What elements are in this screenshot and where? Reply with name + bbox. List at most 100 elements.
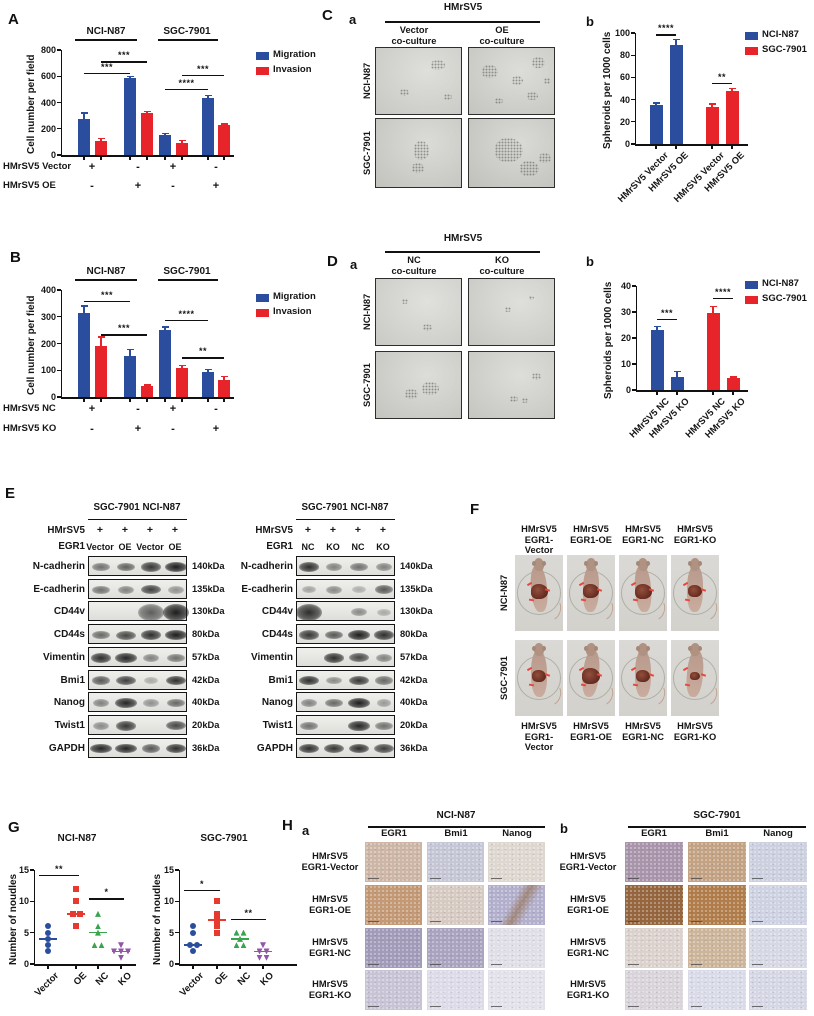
treatment-row-label: HMrSV5 EGR1-KO xyxy=(566,979,610,1000)
y-tick xyxy=(30,931,34,934)
mouse-photo xyxy=(515,555,565,631)
mouse-bottom-label: HMrSV5 EGR1-OE xyxy=(570,721,612,742)
y-tick xyxy=(631,54,635,56)
x-tick xyxy=(216,965,218,969)
y-tick xyxy=(57,49,61,51)
error-bar-line xyxy=(181,365,183,369)
data-point-triangle-down xyxy=(256,948,263,955)
scale-bar xyxy=(752,877,763,879)
panel-h-label: H xyxy=(282,817,293,834)
hmrsv5-sign: + xyxy=(96,524,104,536)
kda-label: 36kDa xyxy=(400,742,428,753)
spheroid-cluster xyxy=(494,138,523,163)
scale-bar xyxy=(430,877,441,879)
blot-header: SGC-7901 NCI-N87 xyxy=(93,502,181,513)
scale-bar xyxy=(628,963,639,965)
x-tick xyxy=(129,398,131,402)
y-tick-label: 5 xyxy=(168,927,174,938)
y-axis xyxy=(635,286,637,392)
spheroid-cluster xyxy=(538,153,551,163)
x-tick xyxy=(100,156,102,160)
data-point-circle xyxy=(190,929,196,936)
condition-sign: - xyxy=(171,423,175,435)
protein-band xyxy=(325,562,343,572)
data-point-circle xyxy=(190,948,196,955)
y-axis-label: Cell number per field xyxy=(26,54,37,155)
data-point-triangle-down xyxy=(256,954,263,961)
mouse-ear xyxy=(542,561,546,566)
mouse-ear xyxy=(594,646,598,651)
data-point-triangle-down xyxy=(118,942,124,949)
bar-Invasion xyxy=(95,346,107,397)
treatment-row-label: HMrSV5 EGR1-Vector xyxy=(559,851,617,872)
error-bar-cap xyxy=(80,112,88,114)
median-line xyxy=(67,913,85,915)
panel-d-chart-label: b xyxy=(586,254,594,269)
significance-line xyxy=(182,74,224,77)
scale-bar xyxy=(691,877,702,879)
protein-band xyxy=(348,630,370,640)
protein-label: Vimentin xyxy=(250,651,293,663)
scale-bar xyxy=(368,920,379,922)
protein-label: CD44s xyxy=(261,629,293,641)
protein-label: Vimentin xyxy=(42,651,85,663)
error-bar-cap xyxy=(708,103,716,105)
protein-band xyxy=(296,603,322,621)
data-point-triangle-up xyxy=(95,923,101,930)
error-bar-cap xyxy=(126,348,134,351)
bar-Migration xyxy=(78,312,90,397)
y-tick-label: 10 xyxy=(620,359,631,369)
protein-band xyxy=(301,585,317,594)
ihc-image xyxy=(688,842,746,882)
y-tick xyxy=(632,285,636,287)
tumor-mass xyxy=(582,668,600,684)
x-tick xyxy=(120,965,122,969)
condition-sign: + xyxy=(212,423,220,435)
y-tick xyxy=(632,389,636,391)
legend-label: Invasion xyxy=(273,64,312,75)
kda-label: 135kDa xyxy=(400,583,433,594)
y-tick-label: 10 xyxy=(163,896,174,907)
y-axis xyxy=(60,290,62,399)
protein-band xyxy=(377,608,391,617)
treatment-row-label: HMrSV5 EGR1-KO xyxy=(308,979,352,1000)
y-tick-label: 200 xyxy=(40,123,56,134)
condition-row-label: HMrSV5 OE xyxy=(3,180,56,191)
x-tick xyxy=(47,965,49,969)
protein-band xyxy=(300,699,318,708)
protein-band xyxy=(323,653,345,663)
ihc-image xyxy=(749,928,807,968)
spheroid-cluster xyxy=(528,295,534,300)
hmrsv5-sign: + xyxy=(171,524,179,536)
significance-line xyxy=(656,34,676,36)
x-tick xyxy=(164,398,166,402)
y-tick xyxy=(30,963,34,965)
protein-band xyxy=(326,585,342,594)
error-bar-line xyxy=(712,306,714,314)
data-point-circle xyxy=(190,923,196,930)
blot-strip xyxy=(296,646,395,667)
mouse-ear xyxy=(646,646,650,651)
ihc-image xyxy=(488,885,545,925)
group-label: NCI-N87 xyxy=(86,266,126,277)
y-tick xyxy=(57,342,61,345)
y-tick xyxy=(57,289,61,291)
protein-band xyxy=(115,652,137,663)
condition-sign: + xyxy=(88,161,96,173)
protein-label: N-cadherin xyxy=(240,561,293,572)
protein-band xyxy=(165,562,187,572)
bar-SGC-7901 xyxy=(706,313,720,390)
ihc-image xyxy=(688,970,746,1010)
protein-label: GAPDH xyxy=(256,742,293,754)
spheroid-cluster xyxy=(531,57,545,69)
x-axis xyxy=(635,390,748,392)
y-tick xyxy=(30,869,34,871)
legend-swatch xyxy=(256,294,269,302)
plot-title: NCI-N87 xyxy=(57,833,97,844)
legend-swatch xyxy=(745,296,758,304)
data-point-triangle-down xyxy=(263,948,270,955)
protein-band xyxy=(298,675,320,686)
protein-band xyxy=(165,743,187,754)
mouse-photo xyxy=(515,640,565,716)
protein-label: E-cadherin xyxy=(33,583,85,595)
